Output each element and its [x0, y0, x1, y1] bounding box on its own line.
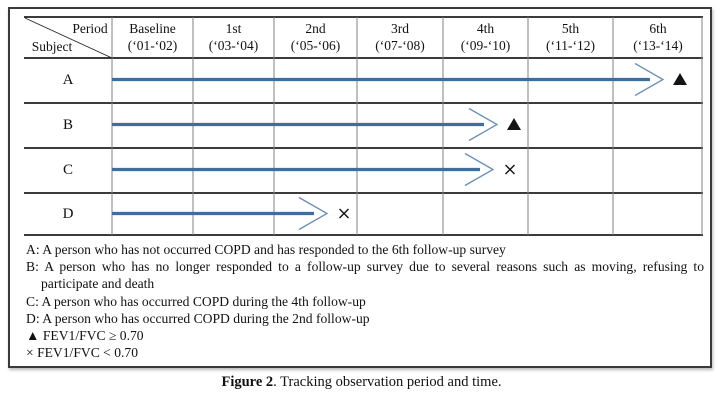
period-header-baseline: Baseline (‘01-‘02) [112, 16, 193, 58]
observation-arrow-C [112, 152, 515, 187]
period-years: (‘03-‘04) [208, 38, 259, 53]
arrow-head-chevron [468, 107, 499, 142]
period-header-2nd: 2nd (‘05-‘06) [274, 16, 357, 58]
corner-label-period: Period [72, 21, 108, 36]
period-label: 2nd [305, 21, 326, 36]
period-header-1st: 1st (‘03-‘04) [193, 16, 274, 58]
subject-cell-C: C [62, 162, 73, 178]
caption-text: . Tracking observation period and time. [273, 374, 502, 390]
figure-caption: Figure 2. Tracking observation period an… [0, 374, 723, 391]
figure-frame: Period Subject Baseline (‘01-‘02) 1st (‘03-… [8, 7, 712, 368]
tracking-grid-and-arrows [24, 16, 703, 236]
period-years: (‘11-‘12) [546, 38, 595, 53]
period-years: (‘01-‘02) [127, 38, 178, 53]
triangle-marker [673, 73, 687, 85]
arrow-head-chevron [298, 196, 329, 231]
legend-line-5: × FEV1/FVC < 0.70 [26, 345, 139, 361]
period-years: (‘05-‘06) [290, 38, 341, 53]
period-label: 1st [225, 21, 242, 36]
period-header-3rd: 3rd (‘07-‘08) [357, 16, 443, 58]
cross-marker [505, 164, 515, 175]
period-header-4th: 4th (‘09-‘10) [443, 16, 528, 58]
legend-line-2: C: A person who has occurred COPD during… [26, 293, 366, 309]
triangle-marker [507, 118, 521, 130]
corner-diagonal-line [24, 17, 113, 59]
caption-label: Figure 2 [221, 374, 274, 390]
period-label: Baseline [129, 21, 176, 36]
period-label: 5th [561, 21, 580, 36]
observation-arrow-B [112, 107, 521, 142]
period-label: 6th [649, 21, 667, 36]
legend-block: A: A person who has not occurred COPD an… [26, 241, 704, 361]
legend-line-4: ▲ FEV1/FVC ≥ 0.70 [26, 328, 144, 344]
cross-marker [339, 208, 349, 219]
period-years: (‘13-‘14) [633, 38, 683, 53]
subject-cell-A: A [62, 72, 74, 88]
corner-label-subject: Subject [31, 39, 73, 54]
period-label: 4th [476, 21, 495, 36]
subject-cell-D: D [62, 206, 74, 222]
arrow-head-chevron [634, 62, 665, 97]
period-years: (‘09-‘10) [460, 38, 511, 53]
period-years: (‘07-‘08) [375, 38, 425, 53]
subject-cell-B: B [62, 117, 73, 133]
legend-line-3: D: A person who has occurred COPD during… [26, 310, 370, 326]
period-header-6th: 6th (‘13-‘14) [613, 16, 703, 58]
period-label: 3rd [391, 21, 409, 36]
observation-arrow-A [112, 62, 687, 97]
legend-line-0: A: A person who has not occurred COPD an… [26, 242, 506, 257]
legend-line-1: B: A person who has no longer responded … [26, 259, 704, 292]
tracking-table: Period Subject Baseline (‘01-‘02) 1st (‘03-… [24, 16, 703, 236]
period-header-5th: 5th (‘11-‘12) [528, 16, 613, 58]
observation-arrow-D [112, 196, 349, 231]
arrow-head-chevron [464, 152, 495, 187]
